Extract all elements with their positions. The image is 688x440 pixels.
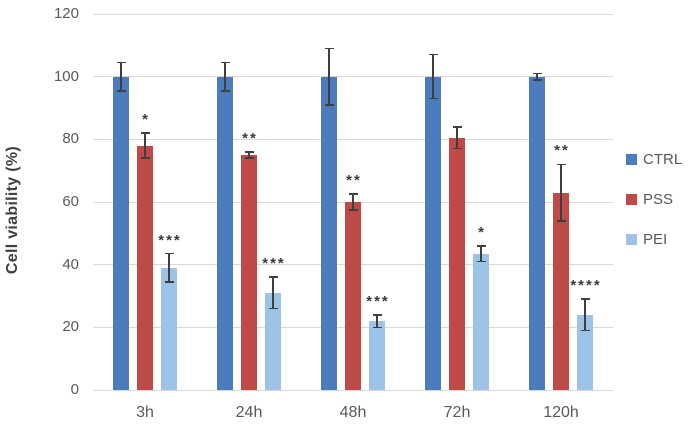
legend-swatch-icon [626,233,637,245]
y-tick-label: 100 [53,67,79,85]
error-bar-cap [452,147,462,150]
significance-label: *** [366,292,390,310]
error-bar [480,245,482,262]
bar-pss-72h [449,137,465,390]
bar-pei-120h [577,314,593,390]
error-bar-cap [372,314,382,316]
error-bar [352,194,354,210]
error-bar-cap [140,132,150,134]
plot-area: 0 20 40 60 80 100 120 * *** 3h ** *** 24h ** *** 48h * 72… [54,5,613,421]
significance-label: * [478,223,486,241]
legend-label: PEI [643,230,668,248]
bar-ctrl-24h [217,76,233,390]
y-tick-label: 0 [70,381,79,398]
error-bar-cap [532,72,542,75]
error-bar-cap [556,220,566,222]
error-bar [456,126,458,149]
gridline [93,138,613,140]
error-bar [536,73,538,80]
error-bar-cap [164,252,174,255]
error-bar-cap [220,61,230,64]
bar-pss-120h [553,192,569,390]
error-bar [328,48,330,105]
error-bar-cap [532,79,542,81]
gridline [93,389,613,391]
y-axis-title: Cell viability (%) [4,145,21,275]
gridline [93,13,613,15]
error-bar [120,62,122,91]
error-bar-cap [348,193,358,195]
error-bar-cap [452,126,462,128]
error-bar-cap [324,47,334,50]
x-tick-label: 72h [443,404,471,421]
error-bar [584,299,586,331]
error-bar-cap [372,326,382,329]
bar-pss-24h [241,155,257,390]
error-bar-cap [116,61,126,64]
bar-pei-3h [161,267,177,390]
significance-label: ** [554,142,570,160]
error-bar-cap [268,276,278,278]
error-bar-cap [556,163,566,166]
bar-pei-72h [473,253,489,390]
significance-label: ** [242,129,258,147]
legend-swatch-icon [626,153,637,165]
error-bar-cap [428,97,438,100]
y-tick-label: 80 [62,130,79,148]
x-tick-label: 48h [339,404,367,421]
error-bar [144,133,146,159]
error-bar-cap [476,245,486,247]
legend-swatch-icon [626,193,637,205]
y-tick-label: 40 [62,255,79,273]
bar-ctrl-120h [529,76,545,390]
significance-label: ** [346,172,362,190]
legend-item-pei: PEI [626,230,682,248]
y-tick-label: 20 [62,318,79,336]
legend-item-ctrl: CTRL [626,150,682,168]
bar-pss-48h [345,202,361,390]
x-tick-label: 24h [235,404,263,421]
error-bar-cap [476,260,486,263]
error-bar [272,277,274,309]
legend-item-pss: PSS [626,190,682,208]
error-bar [432,54,434,99]
bar-ctrl-48h [321,76,337,390]
y-tick-label: 120 [53,5,79,22]
error-bar-cap [244,157,254,159]
significance-label: * [142,111,150,129]
significance-label: *** [158,231,182,249]
error-bar [248,151,250,159]
error-bar [560,164,562,221]
x-tick-label: 3h [136,404,154,421]
error-bar-cap [268,307,278,310]
bar-pei-48h [369,321,385,390]
error-bar [224,62,226,91]
error-bar-cap [428,53,438,56]
error-bar-cap [244,151,254,153]
error-bar-cap [348,209,358,211]
error-bar-cap [580,298,590,300]
error-bar-cap [580,329,590,332]
error-bar-cap [220,90,230,92]
gridline [93,76,613,78]
legend-label: PSS [643,190,674,208]
error-bar-cap [116,90,126,92]
error-bar-cap [140,157,150,159]
significance-label: *** [262,255,286,273]
bar-pss-3h [137,145,153,390]
legend-label: CTRL [643,150,683,168]
error-bar [376,314,378,328]
legend: CTRL PSS PEI [626,150,682,270]
error-bar-cap [324,104,334,106]
bar-ctrl-3h [113,76,129,390]
y-tick-label: 60 [62,193,79,210]
error-bar-cap [164,281,174,283]
error-bar [168,253,170,282]
x-tick-label: 120h [543,404,579,421]
bar-ctrl-72h [425,76,441,390]
significance-label: **** [570,277,602,295]
bar-pei-24h [265,292,281,390]
